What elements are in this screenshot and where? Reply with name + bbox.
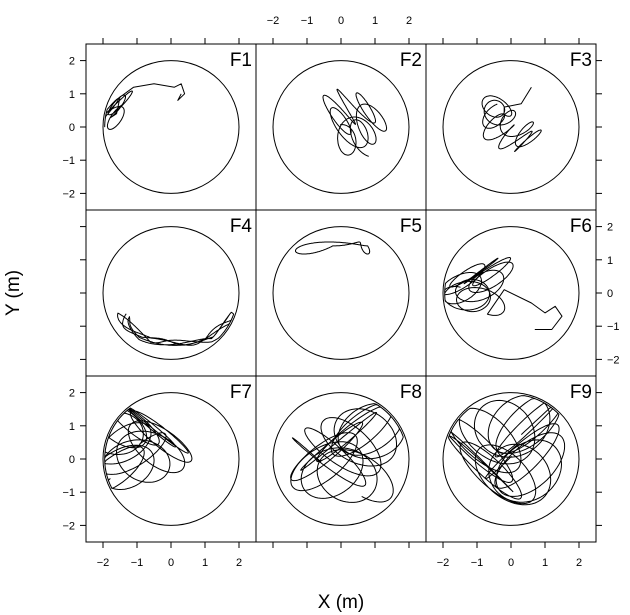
y-tick-label-right: 2: [607, 222, 613, 234]
axes-layer: −2 −1 0 1 2 −2 −1 0 1 2 −2 −1 0 1 2 −2 −1 0 1 2 −2 −1 0 1 2 −2 −1 0…: [62, 15, 619, 569]
panel-label-f5: F5: [400, 216, 422, 237]
trajectory-path-f5: [295, 241, 371, 255]
y-tick-label-left: 2: [69, 388, 75, 400]
x-tick-label-bottom: 0: [508, 557, 514, 569]
x-tick-label-top: 1: [372, 15, 378, 27]
trajectory-path-f7: [104, 407, 193, 490]
y-tick-label-left: 1: [69, 89, 75, 101]
panel-label-f4: F4: [230, 216, 253, 237]
panel-label-f8: F8: [400, 382, 422, 403]
panel-label-f2: F2: [400, 50, 422, 71]
arena-circle-f6: [442, 226, 580, 360]
x-tick-label-top: −2: [267, 15, 280, 27]
y-tick-label-right: 1: [607, 255, 613, 267]
arena-circle-f8: [272, 392, 410, 526]
arena-circle-f9: [442, 392, 580, 526]
trajectory-path-f2: [322, 88, 388, 157]
y-tick-label-left: 0: [69, 122, 75, 134]
y-tick-label-right: 0: [607, 288, 613, 300]
x-tick-label-bottom: −1: [471, 557, 484, 569]
x-tick-label-bottom: 0: [168, 557, 174, 569]
panel-label-f3: F3: [570, 50, 592, 71]
y-tick-label-left: 2: [69, 56, 75, 68]
arena-circle-f2: [272, 60, 410, 194]
y-tick-label-left: 1: [69, 421, 75, 433]
arena-circle-f5: [272, 226, 410, 360]
trajectory-path-f1: [104, 83, 186, 130]
trajectory-path-f3: [481, 86, 542, 152]
x-tick-label-top: −1: [301, 15, 314, 27]
y-axis-title: Y (m): [3, 270, 24, 316]
panels-layer: F1 F2 F3 F4 F5 F6 F7 F8 F9: [85, 43, 597, 543]
x-tick-label-bottom: 2: [236, 557, 242, 569]
y-tick-label-left: −1: [62, 155, 75, 167]
x-tick-label-bottom: 1: [542, 557, 548, 569]
y-tick-label-right: −2: [607, 354, 620, 366]
y-tick-label-left: −1: [62, 487, 75, 499]
y-tick-label-left: −2: [62, 188, 75, 200]
arena-circle-f1: [102, 60, 240, 194]
x-tick-label-bottom: −2: [97, 557, 110, 569]
y-tick-label-left: −2: [62, 520, 75, 532]
trajectory-path-f4: [117, 311, 235, 346]
panel-label-f1: F1: [230, 50, 252, 71]
panel-label-f7: F7: [230, 382, 252, 403]
arena-circle-f7: [102, 392, 240, 526]
trajectory-path-f9: [448, 395, 566, 506]
y-tick-label-left: 0: [69, 454, 75, 466]
x-tick-label-top: 0: [338, 15, 344, 27]
x-tick-label-bottom: −2: [437, 557, 450, 569]
trajectory-path-f6: [444, 257, 563, 330]
x-axis-title: X (m): [318, 592, 364, 613]
arena-circle-f3: [442, 60, 580, 194]
x-tick-label-bottom: 1: [202, 557, 208, 569]
panel-label-f9: F9: [570, 382, 592, 403]
x-tick-label-top: 2: [406, 15, 412, 27]
y-tick-label-right: −1: [607, 321, 620, 333]
panel-label-f6: F6: [570, 216, 592, 237]
arena-circle-f4: [102, 226, 240, 360]
x-tick-label-bottom: 2: [576, 557, 582, 569]
x-tick-label-bottom: −1: [131, 557, 144, 569]
trajectory-path-f8: [290, 403, 404, 503]
